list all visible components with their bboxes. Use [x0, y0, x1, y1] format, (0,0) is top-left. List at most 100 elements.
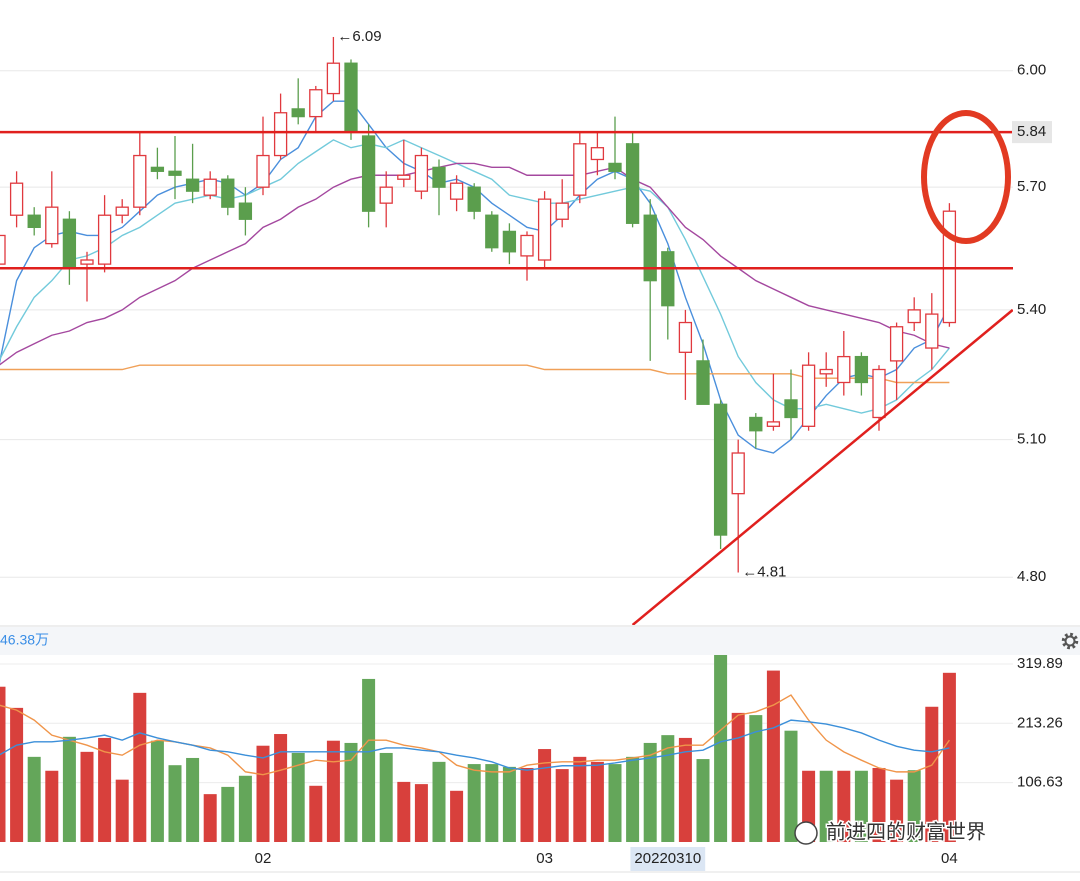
x-tick-label: 02: [255, 850, 272, 867]
candle-body: [449, 182, 464, 200]
volume-bar: [890, 779, 904, 842]
y-tick-label: 4.80: [1017, 568, 1046, 585]
candle-body: [80, 259, 94, 265]
highlight-circle: [921, 110, 1011, 244]
y-tick-label: 213.26: [1017, 714, 1063, 731]
candle-body: [907, 309, 921, 324]
volume-bar: [150, 740, 164, 842]
volume-bar: [626, 756, 640, 842]
volume-bar: [203, 794, 217, 842]
x-tick-label: 03: [536, 850, 553, 867]
candle-body: [678, 321, 693, 353]
candle-body: [221, 178, 235, 208]
volume-bar: [608, 764, 622, 842]
candle-body: [309, 89, 323, 118]
volume-bar: [555, 769, 569, 842]
volume-bar: [309, 785, 323, 842]
volume-bar: [362, 678, 376, 842]
x-tick-label: 04: [941, 850, 958, 867]
volume-bar: [819, 770, 833, 842]
candle-body: [537, 198, 552, 261]
volume-bar: [784, 730, 798, 842]
candle-body: [837, 355, 851, 384]
volume-bar: [573, 756, 587, 842]
candle-body: [203, 178, 217, 196]
volume-bar: [643, 742, 657, 842]
candle-body: [520, 234, 534, 257]
volume-bar: [379, 752, 393, 842]
candle-body: [502, 230, 517, 253]
candle-body: [0, 234, 6, 265]
candle-body: [819, 368, 833, 375]
level-label-box: [1012, 121, 1052, 144]
volume-bar: [590, 761, 604, 842]
volume-bar: [45, 770, 59, 842]
volume-bar: [115, 779, 129, 842]
price-plot: [0, 36, 1013, 625]
candle-body: [625, 143, 640, 224]
candle-body: [872, 368, 886, 419]
volume-bar: [766, 670, 780, 842]
candle-body: [467, 186, 481, 212]
volume-bar: [661, 735, 675, 842]
candle-body: [361, 135, 376, 212]
volume-bar: [731, 712, 745, 842]
candle-body: [291, 108, 305, 118]
crosshair-label-box: [630, 847, 706, 871]
volume-bar: [326, 740, 340, 842]
candle-body: [731, 452, 745, 495]
volume-bar: [872, 767, 886, 842]
volume-bar: [837, 770, 851, 842]
y-tick-label: 5.10: [1017, 431, 1046, 448]
volume-bar: [186, 757, 200, 842]
volume-bar: [291, 752, 305, 842]
trend-line: [631, 308, 1013, 625]
candle-body: [62, 218, 77, 269]
volume-bar: [62, 736, 76, 842]
settings-icon[interactable]: [1061, 632, 1079, 650]
candle-body: [185, 178, 200, 192]
overlay: 4.80 5.10 5.40 5.70 6.00 5.84 ←6.09 ←4.81 106.63…: [255, 28, 1063, 871]
candle-body: [573, 143, 587, 196]
candle-body: [238, 202, 253, 220]
candle-body: [150, 166, 165, 172]
price-annotation: ←6.09: [337, 28, 381, 45]
volume-bar: [520, 767, 534, 842]
y-tick-label: 5.70: [1017, 178, 1046, 195]
candle-body: [9, 182, 24, 216]
volume-bar: [925, 706, 939, 842]
price-annotation: ←4.81: [742, 563, 786, 580]
volume-bar: [221, 786, 235, 842]
gear-teeth: [1061, 632, 1079, 650]
volume-bar: [450, 790, 464, 842]
volume-bar: [538, 749, 552, 842]
candle-body: [925, 313, 939, 349]
candle-body: [414, 154, 429, 192]
y-tick-label: 106.63: [1017, 774, 1063, 791]
candle-body: [379, 186, 393, 204]
candle-body: [397, 174, 411, 180]
candle-body: [344, 62, 358, 133]
volume-bar: [467, 764, 481, 842]
candle-body: [432, 166, 446, 188]
volume-header: [0, 627, 1080, 655]
volume-bar: [942, 672, 956, 842]
level-label: 5.84: [1017, 123, 1046, 140]
candle-body: [97, 214, 112, 265]
volume-bar: [0, 686, 6, 842]
candle-body: [784, 399, 798, 419]
candle-body: [555, 202, 569, 220]
candle-body: [273, 112, 288, 157]
volume-bar: [714, 655, 728, 842]
candle-body: [115, 206, 129, 216]
candle-body: [27, 214, 41, 228]
candle-body: [696, 360, 710, 405]
volume-bar: [168, 765, 182, 842]
candle-body: [942, 210, 957, 324]
candle-body: [608, 162, 622, 172]
volume-bar: [98, 737, 112, 842]
candle-body: [256, 154, 270, 188]
candle-body: [801, 364, 816, 427]
volume-bar: [27, 756, 41, 842]
x-tick-label: 20220310: [634, 850, 701, 867]
